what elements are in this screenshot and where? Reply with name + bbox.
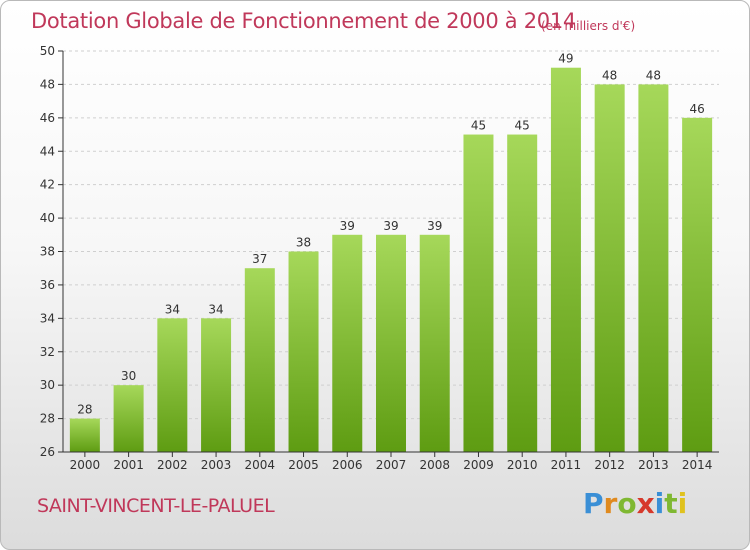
x-tick-label: 2004 (245, 458, 276, 472)
data-label: 48 (646, 68, 661, 82)
x-tick-label: 2014 (682, 458, 713, 472)
logo-letter: P (583, 487, 604, 520)
data-label: 45 (471, 119, 486, 133)
bar-2000 (69, 418, 100, 452)
bar-2013 (638, 84, 669, 453)
data-label: 28 (77, 403, 92, 417)
bar-2007 (376, 234, 406, 452)
bar-2009 (463, 134, 494, 452)
logo-letter: t (664, 487, 678, 520)
x-tick-label: 2012 (594, 458, 625, 472)
y-tick-label: 28 (40, 412, 55, 426)
x-tick-label: 2009 (463, 458, 494, 472)
data-label: 48 (602, 68, 617, 82)
data-label: 37 (252, 252, 267, 266)
y-tick-label: 32 (40, 345, 55, 359)
data-label: 39 (383, 219, 398, 233)
bar-2010 (507, 134, 538, 452)
data-label: 34 (165, 302, 180, 316)
data-label: 45 (515, 119, 530, 133)
bar-2002 (157, 318, 188, 452)
bar-2012 (594, 84, 625, 453)
proxiti-logo: Proxiti (583, 487, 687, 520)
x-tick-label: 2005 (288, 458, 319, 472)
data-label: 34 (208, 302, 223, 316)
x-tick-label: 2003 (201, 458, 232, 472)
y-tick-label: 42 (40, 178, 55, 192)
logo-letter: i (677, 487, 688, 520)
y-tick-label: 30 (40, 378, 55, 392)
bar-2003 (201, 318, 232, 452)
x-tick-label: 2011 (551, 458, 582, 472)
data-label: 39 (340, 219, 355, 233)
x-tick-label: 2006 (332, 458, 363, 472)
bar-2004 (244, 268, 275, 452)
x-tick-label: 2001 (113, 458, 144, 472)
bar-2005 (288, 251, 319, 452)
axes: 26 28 30 32 34 36 38 40 42 44 46 48 50 2000 2001 2002 20… (40, 44, 719, 472)
data-label: 46 (689, 102, 704, 116)
bar-2011 (550, 67, 581, 452)
y-tick-label: 44 (40, 144, 55, 158)
data-label: 39 (427, 219, 442, 233)
logo-letter: r (603, 487, 618, 520)
bar-2001 (113, 385, 144, 452)
logo-letter: i (654, 487, 665, 520)
x-tick-label: 2002 (157, 458, 188, 472)
y-tick-label: 46 (40, 111, 55, 125)
bar-2014 (682, 117, 713, 452)
chart-title: Dotation Globale de Fonctionnement de 20… (31, 9, 576, 33)
bar-2008 (419, 234, 450, 452)
y-tick-label: 26 (40, 445, 55, 459)
data-label: 49 (558, 52, 573, 66)
logo-letter: x (636, 487, 655, 520)
x-tick-label: 2010 (507, 458, 538, 472)
x-tick-label: 2000 (70, 458, 101, 472)
bar-2006 (332, 234, 363, 452)
y-tick-label: 50 (40, 44, 55, 58)
unit-label: (en milliers d'€) (541, 19, 636, 33)
y-tick-label: 40 (40, 211, 55, 225)
x-tick-label: 2013 (638, 458, 669, 472)
bars: 28 30 34 34 37 38 39 39 39 45 45 49 48 48 46 (69, 52, 713, 453)
data-label: 38 (296, 236, 311, 250)
data-label: 30 (121, 369, 136, 383)
x-tick-label: 2007 (376, 458, 407, 472)
y-tick-label: 36 (40, 278, 55, 292)
commune-name: SAINT-VINCENT-LE-PALUEL (37, 495, 275, 517)
logo-letter: o (617, 487, 637, 520)
y-tick-label: 34 (40, 311, 55, 325)
y-tick-label: 48 (40, 77, 55, 91)
y-tick-label: 38 (40, 245, 55, 259)
x-tick-label: 2008 (419, 458, 450, 472)
